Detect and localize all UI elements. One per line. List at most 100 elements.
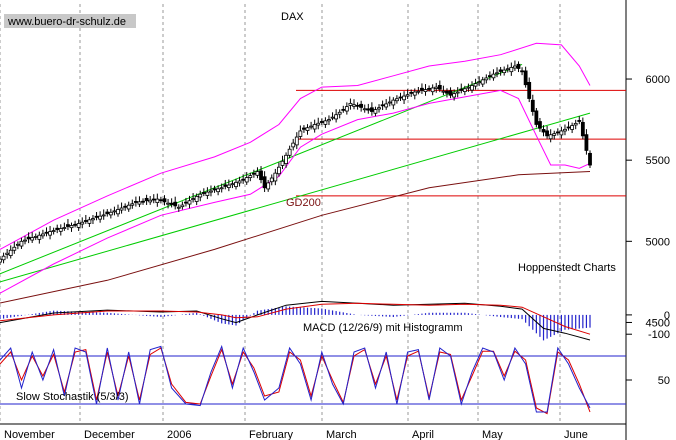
candle-body — [277, 166, 281, 175]
candle-body — [251, 172, 256, 175]
candle-body — [216, 188, 221, 193]
candle-body — [234, 181, 238, 188]
trend-line — [0, 112, 591, 283]
candle-body — [294, 136, 299, 146]
candle-body — [484, 77, 489, 81]
price-y-tick-label: 5500 — [646, 155, 670, 167]
candle-body — [545, 130, 549, 137]
price-panel — [0, 42, 626, 304]
candle-body — [1, 255, 6, 261]
candle-body — [420, 87, 424, 91]
candle-body — [137, 201, 142, 205]
candle-body — [380, 104, 385, 107]
candle-body — [237, 180, 242, 184]
candle-body — [266, 182, 271, 190]
candle-body — [76, 223, 81, 228]
x-month-label: May — [482, 429, 503, 440]
candle-body — [395, 98, 399, 102]
candle-body — [334, 114, 339, 120]
candle-body — [527, 81, 532, 99]
candle-body — [398, 96, 403, 99]
watermark-box — [4, 14, 136, 28]
candle-body — [570, 125, 575, 130]
candle-body — [151, 198, 156, 201]
candle-body — [523, 70, 528, 86]
candle-body — [319, 121, 324, 123]
candle-body — [402, 95, 406, 101]
candle-body — [98, 215, 103, 220]
candle-body — [305, 127, 310, 131]
candle-body — [541, 129, 546, 133]
candle-body — [466, 86, 471, 89]
candle-body — [180, 204, 185, 208]
candle-body — [80, 221, 85, 225]
candle-body — [244, 177, 249, 183]
candle-body — [62, 227, 67, 229]
candle-body — [58, 228, 63, 232]
candle-body — [330, 116, 335, 119]
candle-body — [405, 94, 410, 97]
candle-body — [373, 109, 378, 114]
candle-body — [513, 65, 517, 69]
candle-body — [387, 101, 392, 104]
macd-line — [0, 300, 591, 341]
candle-body — [8, 249, 13, 256]
candle-body — [495, 72, 499, 75]
candle-body — [427, 88, 431, 90]
candle-body — [530, 99, 535, 112]
candle-body — [498, 69, 503, 72]
bollinger-lower-line — [0, 89, 591, 294]
candle-body — [48, 231, 52, 236]
candle-body — [287, 148, 292, 156]
candle-body — [212, 188, 217, 191]
candle-body — [198, 193, 203, 198]
candle-body — [41, 233, 45, 237]
price-y-tick-label: 6000 — [646, 74, 670, 86]
macd-title: MACD (12/26/9) mit Histogramm — [303, 322, 463, 334]
price-y-tick-label: 4500 — [646, 317, 670, 329]
candle-body — [491, 73, 496, 79]
candle-body — [341, 108, 346, 111]
candle-body — [459, 88, 464, 91]
candle-body — [219, 187, 224, 190]
candle-body — [166, 202, 170, 205]
candle-body — [87, 219, 92, 224]
candle-body — [280, 160, 285, 166]
candle-body — [55, 227, 60, 230]
candle-body — [94, 215, 99, 218]
candle-body — [369, 107, 374, 112]
candle-body — [448, 90, 453, 96]
candle-body — [509, 66, 514, 73]
candle-body — [37, 234, 42, 240]
candle-body — [205, 191, 210, 196]
candle-body — [337, 111, 342, 115]
candle-body — [155, 198, 160, 203]
candle-body — [323, 120, 328, 125]
candle-body — [573, 122, 578, 126]
macd-y-tick-label: 0 — [664, 310, 670, 322]
axes: 4500 5000 5500 6000 0 -100 50 November December 2… — [4, 74, 670, 440]
candle-body — [126, 204, 131, 210]
candle-body — [12, 246, 17, 251]
candle-body — [566, 126, 571, 129]
candle-body — [516, 63, 521, 69]
candle-body — [538, 121, 542, 129]
candle-body — [352, 104, 356, 107]
candle-body — [487, 75, 492, 78]
candle-body — [302, 127, 306, 130]
candle-body — [462, 88, 467, 92]
x-month-label: November — [4, 429, 55, 440]
candle-body — [377, 107, 381, 110]
candle-body — [173, 201, 178, 207]
candle-body — [141, 200, 145, 203]
candle-body — [83, 220, 88, 222]
macd-signal-line — [0, 302, 591, 335]
candle-body — [116, 209, 120, 215]
candle-body — [580, 121, 585, 137]
candle-body — [434, 86, 439, 89]
candle-body — [284, 154, 288, 164]
macd-y-tick-label: -100 — [648, 329, 670, 341]
candle-body — [559, 130, 564, 136]
candle-body — [412, 91, 417, 96]
